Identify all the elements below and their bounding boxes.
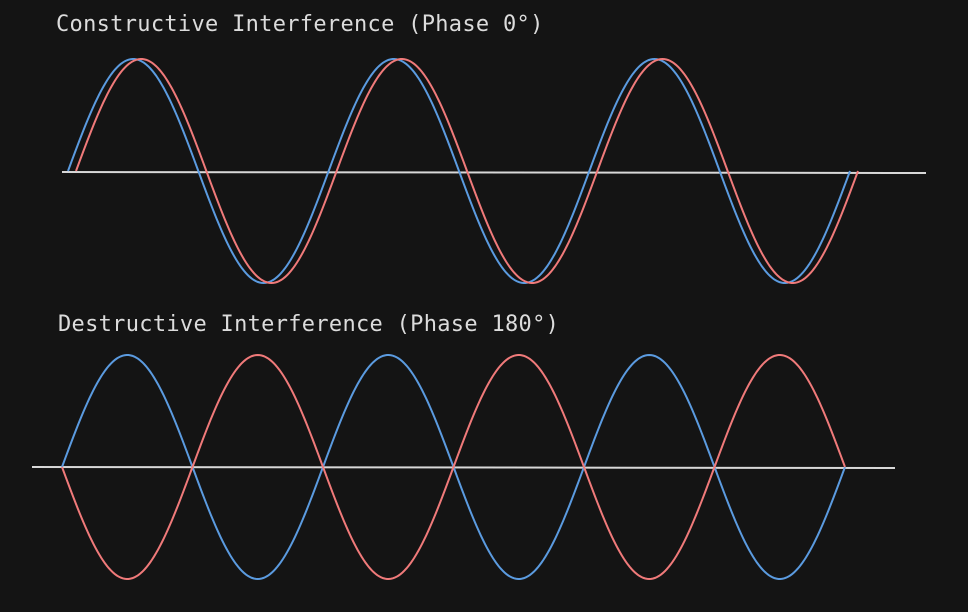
constructive-wave-blue [67, 57, 851, 285]
destructive-baseline [31, 466, 896, 469]
destructive-panel [31, 353, 896, 581]
destructive-title: Destructive Interference (Phase 180°) [58, 312, 560, 337]
constructive-title: Constructive Interference (Phase 0°) [56, 12, 544, 37]
constructive-baseline [61, 171, 927, 174]
constructive-panel [61, 57, 927, 285]
destructive-wave-red [61, 353, 846, 581]
constructive-wave-red [75, 57, 859, 285]
